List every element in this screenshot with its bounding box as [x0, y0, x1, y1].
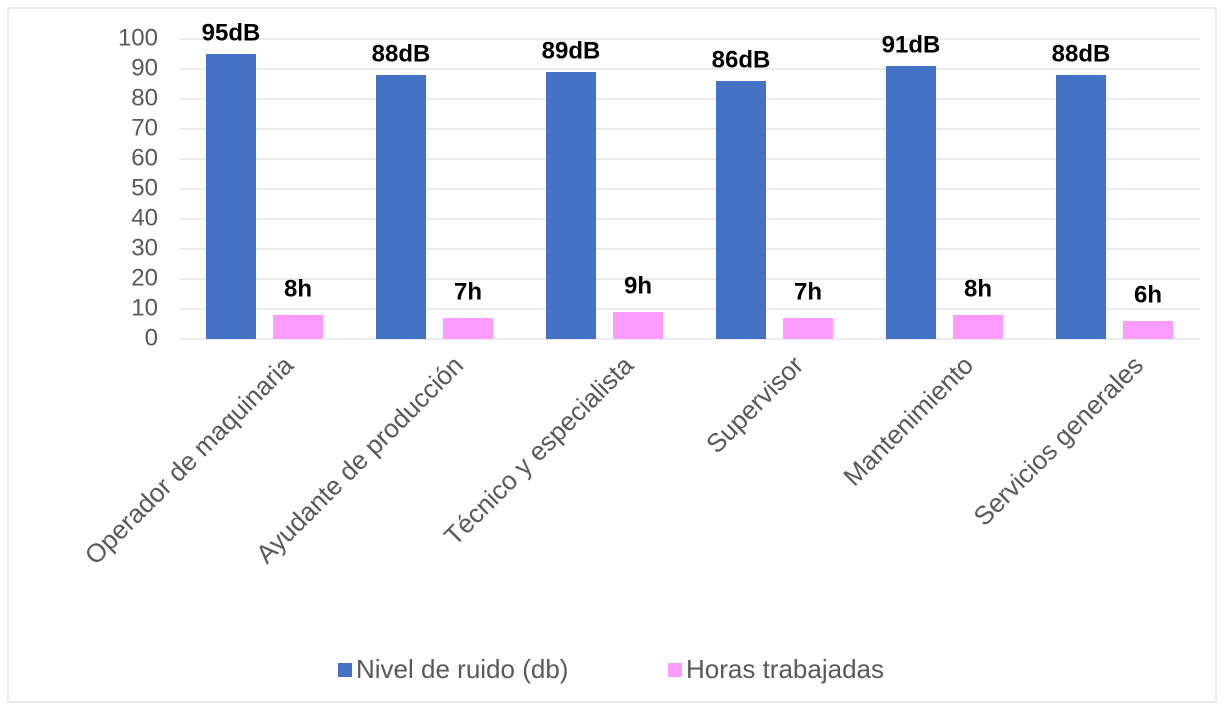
data-label: 89dB — [542, 37, 601, 64]
bar — [783, 318, 833, 339]
legend-label: Nivel de ruido (db) — [356, 654, 568, 684]
y-tick-label: 40 — [131, 204, 158, 231]
y-tick-label: 60 — [131, 144, 158, 171]
data-label: 88dB — [372, 40, 431, 67]
y-tick-label: 30 — [131, 234, 158, 261]
y-tick-label: 10 — [131, 294, 158, 321]
y-tick-label: 80 — [131, 84, 158, 111]
y-tick-label: 100 — [118, 24, 158, 51]
y-tick-label: 50 — [131, 174, 158, 201]
bar — [613, 312, 663, 339]
data-label: 95dB — [202, 19, 261, 46]
data-label: 8h — [964, 275, 992, 302]
data-label: 8h — [284, 275, 312, 302]
data-label: 9h — [624, 272, 652, 299]
bar — [716, 81, 766, 339]
data-label: 6h — [1134, 281, 1162, 308]
bar — [376, 75, 426, 339]
data-label: 88dB — [1052, 40, 1111, 67]
bar — [206, 54, 256, 339]
legend-label: Horas trabajadas — [686, 654, 884, 684]
data-label: 91dB — [882, 31, 941, 58]
bar — [443, 318, 493, 339]
data-label: 86dB — [712, 46, 771, 73]
y-tick-label: 70 — [131, 114, 158, 141]
bar — [1056, 75, 1106, 339]
bar — [886, 66, 936, 339]
legend-swatch — [338, 663, 352, 677]
y-tick-label: 20 — [131, 264, 158, 291]
data-label: 7h — [794, 278, 822, 305]
data-label: 7h — [454, 278, 482, 305]
bar — [1123, 321, 1173, 339]
bar — [546, 72, 596, 339]
bar — [953, 315, 1003, 339]
y-tick-label: 90 — [131, 54, 158, 81]
bar — [273, 315, 323, 339]
legend-swatch — [668, 663, 682, 677]
y-tick-label: 0 — [145, 324, 158, 351]
